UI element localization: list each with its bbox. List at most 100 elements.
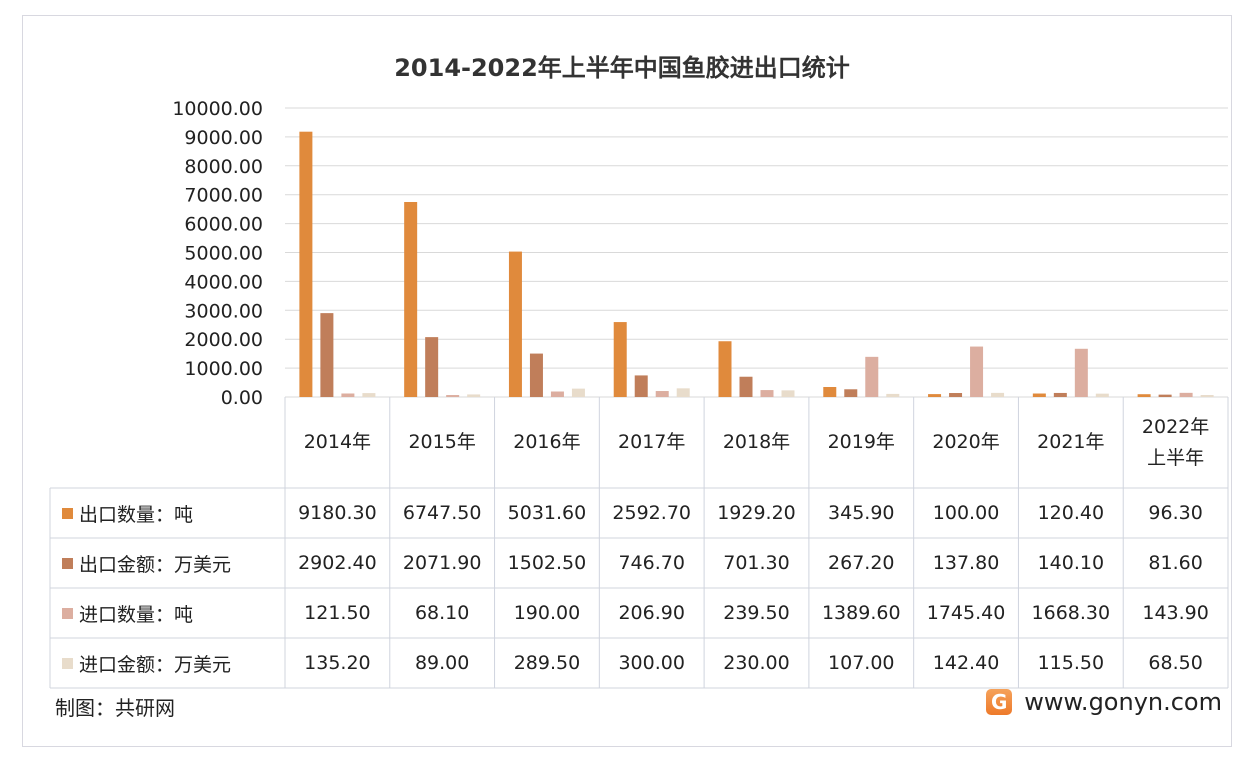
data-label: 1389.60 (821, 601, 901, 624)
site-url: www.gonyn.com (1024, 688, 1222, 716)
bar-3-2018年 (760, 390, 774, 397)
bar-4-2015年 (467, 394, 481, 397)
category-label-line: 2014年 (303, 431, 372, 454)
bar-2-2021年 (1053, 392, 1067, 397)
legend-entry: 进口数量：吨 (50, 588, 285, 638)
legend-label: 出口数量：吨 (79, 503, 194, 526)
bar-2-2020年 (949, 393, 963, 397)
data-label: 135.20 (304, 651, 371, 674)
legend-label: 出口金额：万美元 (79, 553, 232, 576)
data-label: 2592.70 (612, 501, 691, 524)
bar-4-2021年 (1095, 393, 1109, 397)
data-label: 121.50 (304, 601, 371, 624)
bar-2-2022年上半年 (1158, 394, 1172, 397)
data-label: 1502.50 (507, 551, 587, 574)
data-label: 289.50 (513, 651, 581, 674)
data-label: 239.50 (723, 601, 790, 624)
data-label: 1745.40 (926, 601, 1006, 624)
data-label: 206.90 (618, 601, 685, 624)
bar-3-2022年上半年 (1179, 392, 1193, 397)
category-label-line: 2020年 (932, 431, 1000, 454)
data-label: 300.00 (618, 651, 685, 674)
bar-4-2014年 (362, 393, 376, 397)
data-label: 142.40 (932, 651, 1000, 674)
y-tick-label: 7000.00 (184, 185, 263, 207)
category-label-line: 上半年 (1147, 446, 1205, 469)
legend-entry: 进口金额：万美元 (50, 638, 285, 688)
data-label: 746.70 (618, 551, 685, 574)
bar-3-2017年 (655, 391, 669, 397)
legend-swatch-icon (62, 557, 73, 569)
category-label: 2022年上半年 (1123, 397, 1228, 488)
y-tick-label: 8000.00 (184, 156, 263, 178)
bar-3-2015年 (446, 395, 460, 397)
category-label: 2020年 (914, 397, 1019, 488)
bar-1-2018年 (718, 341, 732, 397)
bar-2-2016年 (529, 353, 543, 397)
bar-2-2015年 (425, 337, 439, 397)
bar-4-2020年 (991, 392, 1005, 397)
data-label: 2902.40 (298, 551, 377, 574)
legend-swatch-icon (62, 657, 73, 669)
bar-2-2018年 (739, 376, 753, 397)
bar-3-2019年 (865, 356, 879, 397)
data-label: 120.40 (1037, 501, 1105, 524)
bar-3-2014年 (341, 393, 355, 397)
y-tick-label: 10000.00 (172, 98, 263, 120)
y-tick-label: 0.00 (221, 387, 263, 409)
data-label: 230.00 (723, 651, 790, 674)
bar-1-2022年上半年 (1137, 394, 1151, 397)
data-label: 9180.30 (298, 501, 377, 524)
data-label: 5031.60 (507, 501, 587, 524)
category-label: 2014年 (285, 397, 390, 488)
legend-swatch-icon (62, 507, 73, 519)
legend-swatch-icon (62, 607, 73, 619)
category-label: 2018年 (704, 397, 809, 488)
category-label: 2015年 (390, 397, 495, 488)
bar-4-2019年 (886, 393, 900, 397)
bar-2-2019年 (844, 389, 858, 397)
y-tick-label: 2000.00 (184, 329, 263, 351)
data-label: 267.20 (828, 551, 895, 574)
y-tick-label: 4000.00 (184, 271, 263, 293)
site-brand: G www.gonyn.com (986, 688, 1222, 716)
data-label: 89.00 (414, 651, 470, 674)
data-label: 701.30 (723, 551, 790, 574)
data-label: 2071.90 (402, 551, 482, 574)
data-label: 1929.20 (717, 501, 796, 524)
gonyn-logo-icon: G (986, 689, 1013, 715)
category-label: 2021年 (1018, 397, 1123, 488)
legend-entry: 出口数量：吨 (50, 488, 285, 538)
bar-1-2017年 (613, 322, 627, 397)
category-label: 2017年 (599, 397, 704, 488)
source-label: 制图：共研网 (55, 696, 175, 720)
category-label-line: 2022年 (1141, 416, 1210, 439)
bar-1-2015年 (404, 201, 418, 397)
y-tick-label: 1000.00 (184, 358, 263, 380)
data-label: 100.00 (932, 501, 1000, 524)
bar-1-2020年 (928, 394, 942, 397)
bar-1-2016年 (508, 251, 522, 397)
bar-3-2020年 (970, 346, 984, 397)
bar-3-2016年 (550, 391, 564, 397)
data-label: 107.00 (828, 651, 895, 674)
category-label-line: 2015年 (408, 431, 476, 454)
chart-title: 2014-2022年上半年中国鱼胶进出口统计 (394, 54, 850, 82)
y-tick-label: 9000.00 (184, 127, 263, 149)
legend-label: 进口金额：万美元 (79, 653, 232, 676)
category-label-line: 2018年 (722, 431, 791, 454)
data-label: 96.30 (1148, 501, 1203, 524)
y-tick-label: 3000.00 (184, 300, 263, 322)
data-label: 68.50 (1148, 651, 1203, 674)
y-tick-label: 5000.00 (184, 243, 263, 265)
data-label: 115.50 (1037, 651, 1105, 674)
category-label-line: 2016年 (513, 431, 581, 454)
bar-4-2018年 (781, 390, 795, 397)
legend-entry: 出口金额：万美元 (50, 538, 285, 588)
data-label: 137.80 (932, 551, 1000, 574)
data-label: 81.60 (1148, 551, 1203, 574)
bar-2-2014年 (320, 313, 334, 397)
data-label: 190.00 (513, 601, 581, 624)
